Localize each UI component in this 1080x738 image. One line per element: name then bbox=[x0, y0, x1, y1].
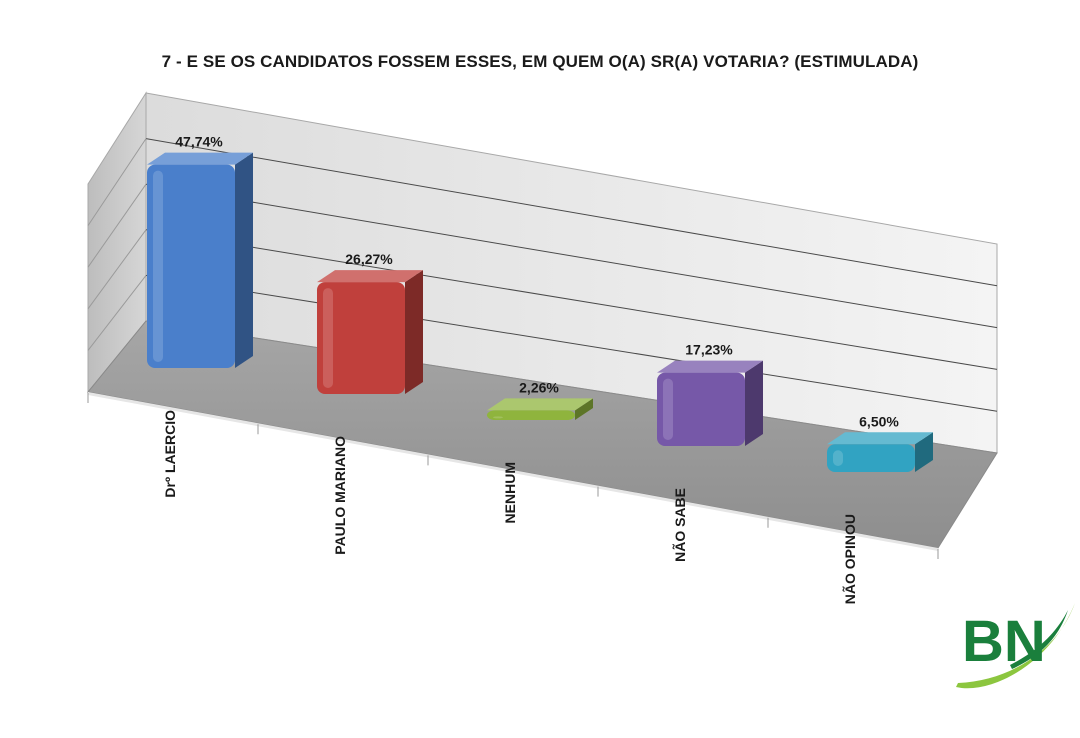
gridline bbox=[145, 229, 998, 370]
bar-side bbox=[575, 398, 593, 420]
bar bbox=[487, 398, 593, 420]
bar bbox=[657, 360, 763, 446]
bar-side bbox=[405, 270, 423, 394]
gridline-side bbox=[87, 275, 147, 351]
bar-front bbox=[317, 282, 405, 394]
bar-top bbox=[827, 432, 933, 445]
gridline-side bbox=[87, 138, 147, 226]
bar-top bbox=[657, 360, 763, 373]
value-label: 26,27% bbox=[345, 251, 393, 267]
bars bbox=[147, 152, 933, 472]
bar-side bbox=[745, 360, 763, 446]
gridlines bbox=[87, 138, 998, 412]
gridline bbox=[145, 274, 998, 412]
category-label: NÃO SABE bbox=[671, 488, 688, 562]
plot-area bbox=[87, 91, 998, 559]
logo-text: BN bbox=[962, 609, 1046, 674]
category-label: Drº LAERCIO bbox=[162, 410, 178, 498]
value-label: 2,26% bbox=[519, 379, 559, 395]
gridline-side bbox=[87, 183, 147, 268]
bar bbox=[827, 432, 933, 472]
bar-front bbox=[147, 164, 235, 368]
value-label: 6,50% bbox=[859, 413, 899, 429]
bar-front bbox=[657, 372, 745, 446]
value-labels: 47,74% 26,27% 2,26% 17,23% 6,50% bbox=[175, 134, 899, 430]
bar-top bbox=[147, 152, 253, 165]
category-labels: Drº LAERCIO PAULO MARIANO NENHUM NÃO SABE NÃ… bbox=[162, 410, 858, 604]
value-label: 17,23% bbox=[685, 342, 733, 358]
logo-swoosh-inner bbox=[1010, 610, 1068, 669]
bar-highlight bbox=[493, 416, 503, 419]
logo-swoosh bbox=[956, 603, 1075, 689]
bar-highlight bbox=[323, 288, 333, 388]
bar-highlight bbox=[663, 378, 673, 440]
bar-highlight bbox=[153, 170, 163, 362]
brand-logo: BN bbox=[956, 603, 1075, 689]
value-label: 47,74% bbox=[175, 134, 223, 150]
gridline bbox=[145, 138, 998, 287]
bar-side bbox=[915, 432, 933, 472]
category-label: NÃO OPINOU bbox=[841, 514, 858, 604]
chart-title: 7 - E SE OS CANDIDATOS FOSSEM ESSES, EM … bbox=[161, 52, 919, 71]
category-ticks bbox=[87, 393, 939, 559]
bar-front bbox=[487, 410, 575, 420]
bar-top bbox=[487, 398, 593, 411]
category-label: PAULO MARIANO bbox=[332, 436, 348, 555]
bar-top bbox=[317, 270, 423, 283]
gridline bbox=[145, 183, 998, 329]
bar bbox=[317, 270, 423, 394]
bar-front bbox=[827, 444, 915, 472]
floor-edge bbox=[88, 392, 938, 551]
bar-side bbox=[235, 152, 253, 368]
bar-highlight bbox=[833, 450, 843, 466]
category-label: NENHUM bbox=[502, 462, 518, 523]
bar bbox=[147, 152, 253, 368]
gridline-side bbox=[87, 229, 147, 310]
